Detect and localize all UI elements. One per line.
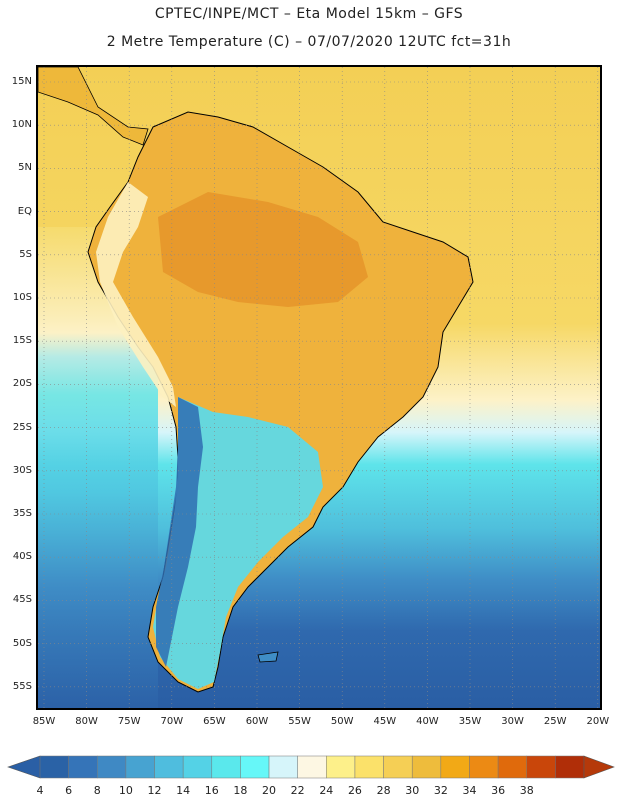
longitude-label: 20W xyxy=(586,716,610,727)
colorbar-level-label: 20 xyxy=(262,784,277,797)
colorbar-level-label: 8 xyxy=(93,784,101,797)
longitude-label: 30W xyxy=(501,716,524,727)
colorbar-swatch xyxy=(240,755,270,779)
central-america xyxy=(38,67,149,146)
graticule xyxy=(38,67,600,708)
colorbar-level-label: 30 xyxy=(405,784,420,797)
colorbar-level-label: 36 xyxy=(491,784,506,797)
colorbar-swatch xyxy=(411,755,442,779)
colorbar-swatch xyxy=(211,755,241,779)
colorbar-swatch xyxy=(268,755,298,779)
colorbar-swatch xyxy=(383,755,413,779)
longitude-label: 55W xyxy=(288,716,311,727)
latitude-label: 45S xyxy=(12,594,32,606)
longitude-label: 50W xyxy=(330,716,354,727)
colorbar-level-label: 26 xyxy=(347,784,362,797)
andes-south-cold xyxy=(156,397,203,667)
colorbar-swatch xyxy=(154,755,184,779)
longitude-label: 75W xyxy=(117,716,141,727)
colorbar-swatch xyxy=(497,755,527,779)
longitude-label: 35W xyxy=(458,716,482,727)
latitude-label: 50S xyxy=(12,637,32,649)
colorbar-high-arrow xyxy=(583,755,615,779)
latitude-label: 5S xyxy=(19,248,32,260)
colorbar-swatch xyxy=(297,755,327,779)
longitude-label: 60W xyxy=(245,716,269,727)
latitude-label: 5N xyxy=(18,162,32,174)
colorbar-level-label: 10 xyxy=(118,784,133,797)
colorbar xyxy=(7,755,615,779)
map-title: CPTEC/INPE/MCT – Eta Model 15km – GFS xyxy=(154,6,464,22)
latitude-label: 35S xyxy=(12,508,32,519)
colorbar-swatch xyxy=(68,755,98,779)
colorbar-low-arrow xyxy=(7,755,41,779)
colorbar-swatch xyxy=(555,755,585,779)
latitude-label: 10N xyxy=(11,119,32,131)
latitude-label: 30S xyxy=(12,464,32,476)
colorbar-swatch xyxy=(326,755,356,779)
colorbar-level-label: 6 xyxy=(65,784,73,797)
latitude-label: 15N xyxy=(11,76,32,87)
latitude-label: 55S xyxy=(12,680,32,692)
falkland-islands xyxy=(257,651,279,663)
andes-north xyxy=(96,182,176,407)
longitude-label: 80W xyxy=(75,716,98,727)
colorbar-level-label: 32 xyxy=(433,784,448,797)
colorbar-swatch xyxy=(97,755,127,779)
amazon-hot-zone xyxy=(158,192,368,307)
longitude-label: 65W xyxy=(203,716,226,727)
colorbar-level-label: 38 xyxy=(519,784,534,797)
colorbar-swatch xyxy=(39,755,69,779)
map-subtitle: 2 Metre Temperature (C) – 07/07/2020 12U… xyxy=(106,34,512,50)
colorbar-swatch xyxy=(526,755,556,779)
latitude-label: 25S xyxy=(12,421,32,433)
longitude-label: 70W xyxy=(160,716,184,727)
colorbar-level-label: 28 xyxy=(376,784,391,797)
colorbar-swatch xyxy=(182,755,213,779)
colorbar-level-label: 16 xyxy=(204,784,219,797)
latitude-label: EQ xyxy=(17,205,32,217)
latitude-label: 15S xyxy=(12,335,32,347)
colorbar-swatch xyxy=(469,755,499,779)
colorbar-level-label: 14 xyxy=(176,784,191,797)
temperature-map xyxy=(36,65,602,710)
longitude-label: 25W xyxy=(543,716,567,727)
colorbar-swatch xyxy=(354,755,384,779)
colorbar-level-label: 4 xyxy=(36,784,44,797)
map-canvas xyxy=(38,67,600,708)
colorbar-level-label: 24 xyxy=(319,784,334,797)
colorbar-level-label: 12 xyxy=(147,784,162,797)
colorbar-level-label: 22 xyxy=(290,784,305,797)
longitude-label: 85W xyxy=(32,716,56,727)
colorbar-level-label: 18 xyxy=(233,784,248,797)
colorbar-level-label: 34 xyxy=(462,784,477,797)
latitude-label: 40S xyxy=(12,551,32,563)
colorbar-swatch xyxy=(440,755,470,779)
latitude-label: 10S xyxy=(12,292,32,303)
colorbar-swatch xyxy=(125,755,155,779)
longitude-label: 45W xyxy=(373,716,397,727)
latitude-label: 20S xyxy=(12,378,32,390)
longitude-label: 40W xyxy=(416,716,439,727)
